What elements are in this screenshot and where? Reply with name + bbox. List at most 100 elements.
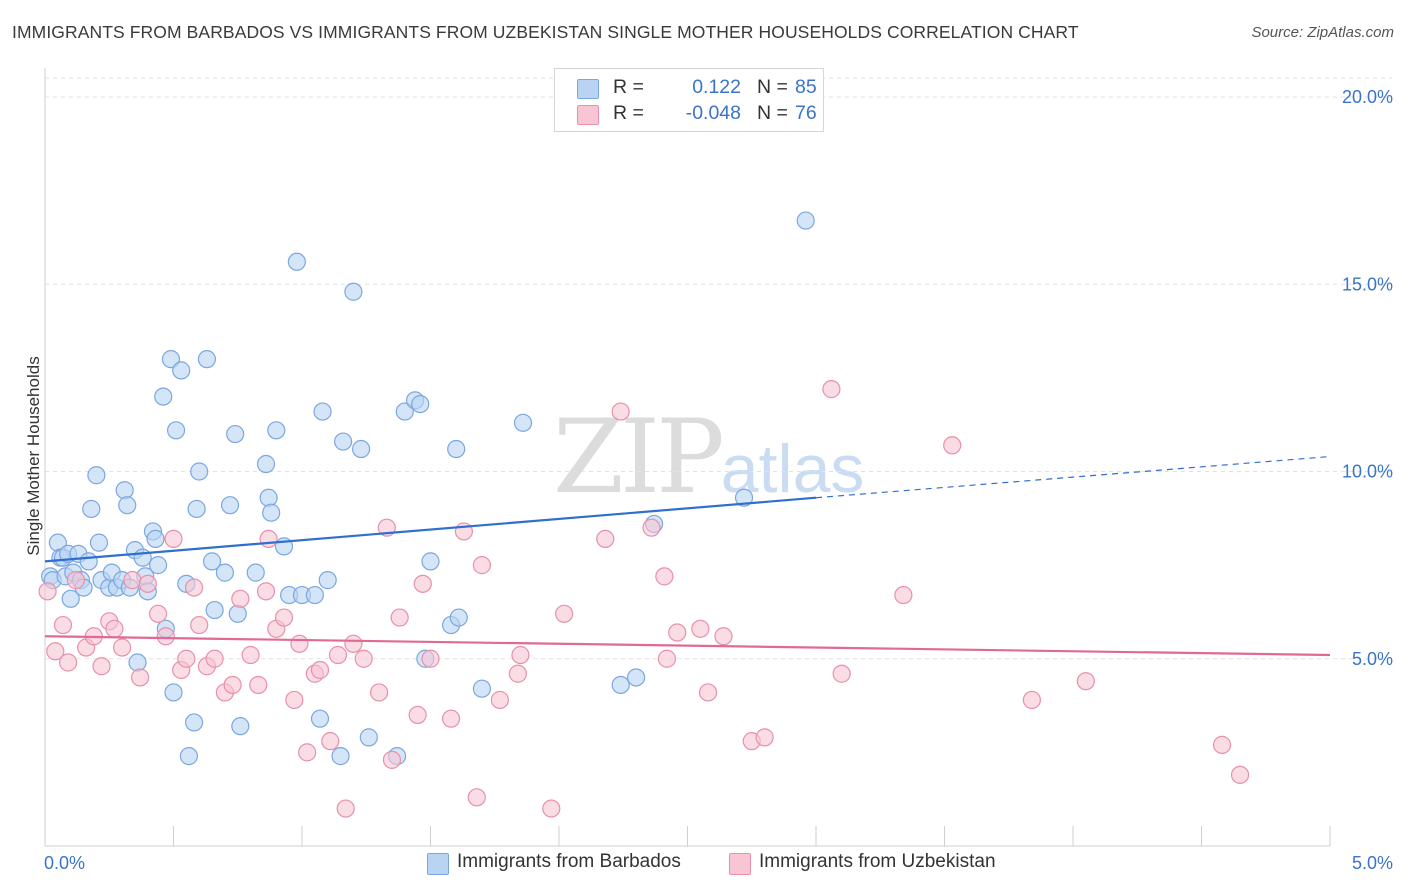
uzbekistan-point [184, 578, 204, 597]
uzbekistan-point [53, 615, 73, 635]
uzbekistan-point [698, 683, 718, 702]
barbados-point [734, 488, 754, 507]
uzbekistan-point [112, 638, 132, 657]
uzbekistan-point [92, 657, 111, 676]
barbados-point [305, 585, 324, 605]
barbados-point [411, 394, 430, 414]
uzbekistan-point [148, 604, 168, 623]
chart-title: IMMIGRANTS FROM BARBADOS VS IMMIGRANTS F… [12, 22, 1079, 42]
barbados-point [133, 548, 152, 567]
y-tick-label: 20.0% [1342, 87, 1393, 107]
bottom-legend-label: Immigrants from Barbados [457, 851, 681, 872]
barbados-point [447, 439, 466, 459]
barbados-point [220, 496, 240, 515]
uzbekistan-point [370, 683, 389, 702]
barbados-point [154, 387, 173, 406]
barbados-point [246, 563, 265, 582]
uzbekistan-point [668, 623, 687, 642]
barbados-point [197, 350, 217, 369]
uzbekistan-point [555, 604, 574, 623]
uzbekistan-point [691, 619, 710, 638]
barbados-point [128, 653, 147, 672]
uzbekistan-trend-line [44, 635, 1331, 657]
barbados-trend-extension [815, 455, 1331, 499]
uzbekistan-point [59, 653, 78, 672]
uzbekistan-point [408, 705, 427, 725]
uzbekistan-point [290, 634, 309, 653]
uzbekistan-point [66, 571, 85, 590]
bottom-legend-swatch-barbados [427, 853, 449, 875]
uzbekistan-point [310, 660, 330, 680]
legend-swatch-barbados [577, 79, 599, 99]
uzbekistan-point [421, 649, 440, 668]
uzbekistan-point [38, 582, 57, 601]
barbados-point [161, 350, 181, 369]
barbados-point [313, 402, 332, 421]
barbados-point [344, 282, 363, 301]
x-tick-label: 0.0% [44, 853, 85, 873]
watermark-zip: ZIP [553, 398, 725, 517]
barbados-point [118, 496, 137, 515]
uzbekistan-point [205, 649, 224, 668]
barbados-point [334, 432, 353, 451]
y-axis-label: Single Mother Households [24, 356, 43, 556]
uzbekistan-point [223, 675, 242, 695]
barbados-point [172, 361, 191, 380]
uzbekistan-point [894, 585, 913, 605]
legend-r-label: R = [613, 76, 644, 98]
bottom-legend-label: Immigrants from Uzbekistan [759, 851, 996, 872]
barbados-point [256, 454, 276, 474]
barbados-point [231, 717, 250, 736]
uzbekistan-point [231, 589, 250, 608]
barbados-point [359, 728, 378, 747]
barbados-point [61, 589, 80, 608]
uzbekistan-point [943, 436, 962, 455]
uzbekistan-point [164, 529, 183, 549]
uzbekistan-point [130, 668, 150, 687]
uzbekistan-point [441, 709, 461, 728]
barbados-point [166, 421, 186, 440]
uzbekistan-point [542, 799, 561, 818]
uzbekistan-point [755, 728, 774, 747]
uzbekistan-point [274, 608, 294, 627]
legend-n-label: N = [757, 76, 788, 98]
uzbekistan-point [596, 529, 615, 549]
uzbekistan-point [177, 649, 196, 668]
y-tick-label: 15.0% [1342, 274, 1393, 294]
uzbekistan-point [655, 567, 674, 586]
barbados-point [449, 608, 468, 627]
legend-swatch-uzbekistan [577, 105, 599, 125]
uzbekistan-point [390, 608, 409, 627]
uzbekistan-point [105, 619, 124, 638]
uzbekistan-point [256, 582, 276, 601]
barbados-point [421, 552, 440, 571]
barbados-point [352, 439, 371, 459]
barbados-point [472, 679, 491, 698]
barbados-point [164, 683, 183, 702]
uzbekistan-point [490, 690, 509, 710]
uzbekistan-point [249, 675, 268, 695]
barbados-point [202, 552, 222, 571]
uzbekistan-point [832, 664, 851, 683]
barbados-point [611, 675, 630, 695]
uzbekistan-point [321, 732, 340, 751]
watermark: ZIPatlas [553, 398, 864, 517]
uzbekistan-point [382, 750, 402, 769]
source-label: Source: ZipAtlas.com [1251, 24, 1394, 41]
uzbekistan-point [241, 645, 260, 665]
barbados-point [215, 563, 234, 582]
barbados-point [287, 252, 306, 271]
uzbekistan-point [259, 529, 278, 549]
barbados-point [796, 211, 815, 230]
barbados-point [318, 571, 337, 590]
barbados-trend-line [44, 496, 817, 563]
barbados-point [187, 499, 206, 519]
y-tick-label: 5.0% [1352, 649, 1393, 669]
bottom-legend-swatch-uzbekistan [729, 853, 751, 875]
uzbekistan-point [1212, 735, 1232, 754]
barbados-point [89, 533, 109, 552]
legend-n-value: 76 [795, 102, 817, 124]
uzbekistan-point [123, 571, 142, 590]
uzbekistan-point [611, 402, 630, 421]
